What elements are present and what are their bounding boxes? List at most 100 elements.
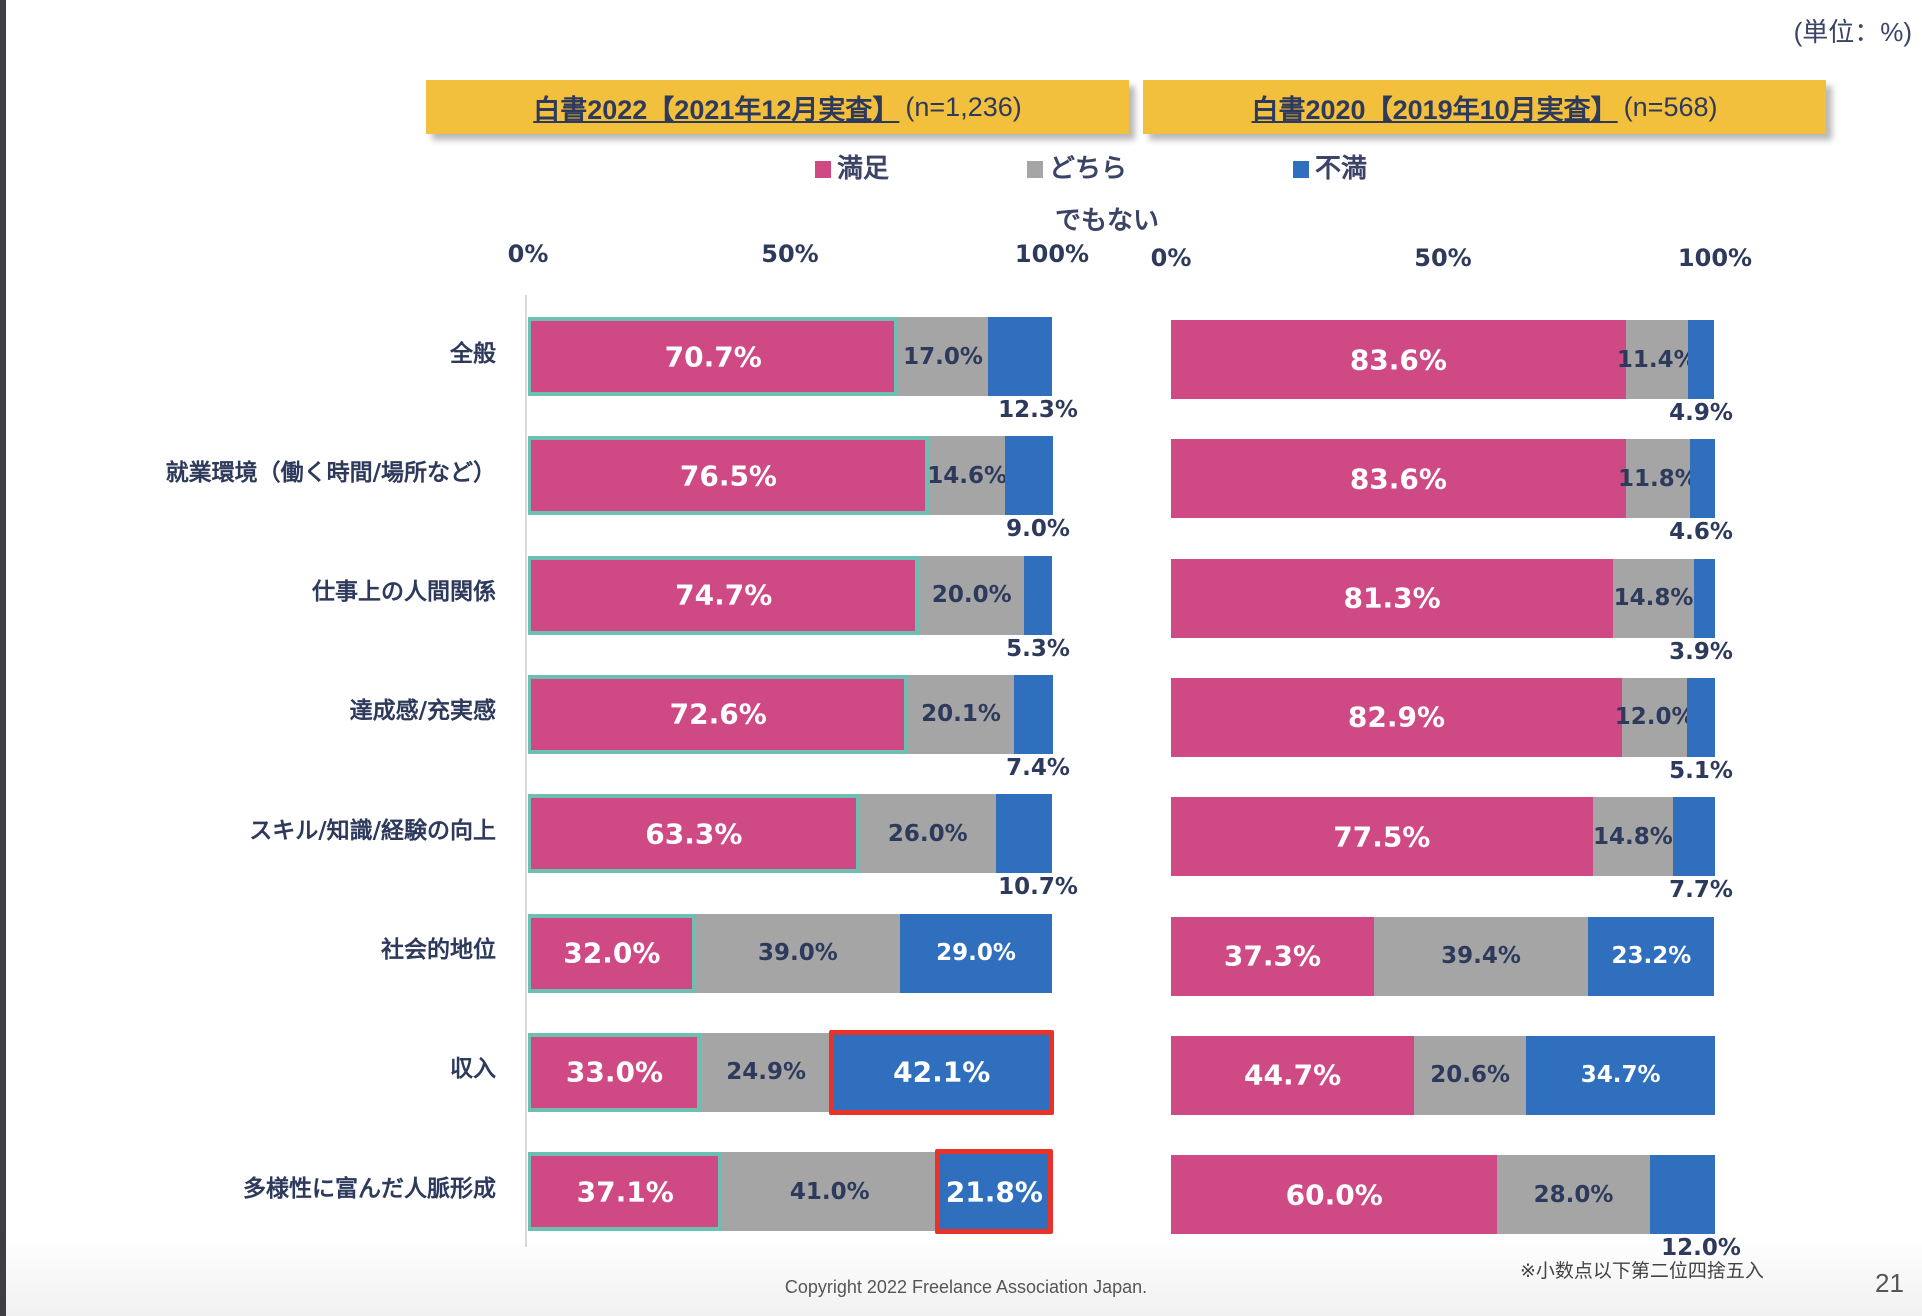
bar-segment-dissatisfied [1013,674,1053,754]
data-label: 12.0% [1614,704,1695,731]
bar-segment-dissatisfied [1673,797,1715,877]
data-label: 11.4% [1616,346,1697,373]
bar-segment-neutral [1373,916,1589,996]
bar-segment-satisfied [1171,677,1622,757]
legend-swatch-icon [1293,161,1309,178]
data-label: 7.7% [1669,877,1733,904]
legend-item-dissatisfied: 不満 [1293,148,1367,185]
copyright: Copyright 2022 Freelance Association Jap… [784,1277,1148,1297]
data-label: 76.5% [679,459,777,493]
bar-segment-dissatisfied [1649,1155,1715,1235]
bar-segment-dissatisfied [1024,555,1052,635]
bar-segment-satisfied [528,555,920,635]
panel-sample-size: (n=1,236) [905,91,1022,122]
category-label: 就業環境（働く時間/場所など） [165,459,496,486]
data-label: 17.0% [903,343,983,370]
bar-segment-dissatisfied [1005,436,1053,516]
data-label: 3.9% [1669,638,1733,665]
data-label: 11.8% [1617,465,1698,492]
legend-swatch-icon [1027,161,1043,178]
legend-item-satisfied: 満足 [815,148,889,185]
bar-segment-satisfied [528,317,899,396]
bar-segment-satisfied [528,913,696,993]
bar-segment-satisfied [1171,558,1614,638]
data-label: 12.3% [998,397,1078,423]
data-label: 33.0% [565,1055,664,1089]
panel-header-2022: 白書2022【2021年12月実査】 (n=1,236) [426,80,1129,134]
bar-segment-neutral [928,436,1006,516]
x-axis-tick: 50% [761,240,819,268]
panel-title: 白書2022【2021年12月実査】 [533,94,900,125]
category-label: 達成感/充実感 [349,698,496,725]
bar-segment-dissatisfied [935,1149,1054,1235]
data-label: 14.6% [927,462,1008,489]
data-label: 70.7% [664,340,762,373]
page-number: 21 [1875,1268,1904,1298]
data-label: 20.1% [921,701,1001,728]
footer-band [6,1236,1922,1316]
category-label: 収入 [450,1056,496,1083]
bar-segment-dissatisfied [1526,1035,1715,1115]
data-label: 21.8% [945,1175,1043,1209]
data-label: 44.7% [1244,1058,1342,1092]
legend-item-neutral: どちら [1027,148,1127,185]
bar-segment-neutral [1414,1035,1527,1115]
x-axis-tick: 100% [1677,244,1753,272]
bar-segment-satisfied [1171,797,1593,877]
bar-segment-neutral [898,317,988,396]
data-label: 14.8% [1613,585,1694,612]
bar-segment-neutral [1625,320,1688,399]
panel-title: 白書2020【2019年10月実査】 [1251,94,1618,125]
bar-segment-dissatisfied [1687,320,1715,399]
bar-segment-satisfied [528,674,909,754]
bar-segment-satisfied [1171,439,1626,519]
x-axis-tick: 50% [1414,244,1472,272]
bar-segment-dissatisfied [1687,677,1715,757]
data-label: 5.1% [1669,757,1733,784]
data-label: 14.8% [1592,823,1673,850]
bar-segment-neutral [859,794,996,874]
bar-segment-satisfied [528,436,929,516]
data-label: 28.0% [1533,1181,1614,1208]
bar-segment-satisfied [1171,916,1374,996]
x-axis-tick: 100% [1014,240,1090,268]
category-label: 多様性に富んだ人脈形成 [243,1175,496,1202]
data-label: 23.2% [1611,943,1692,969]
panel-sample-size: (n=568) [1623,91,1718,122]
data-label: 81.3% [1343,581,1441,615]
bar-segment-neutral [1592,797,1674,877]
bar-segment-satisfied [1171,1035,1415,1115]
bar-segment-dissatisfied [995,794,1052,874]
legend-label: どちら [1049,154,1128,184]
bar-segment-neutral [1625,439,1690,519]
data-label: 83.6% [1349,462,1447,496]
data-label: 24.9% [726,1059,807,1086]
x-axis-tick: 0% [1150,244,1192,272]
data-label: 34.7% [1580,1062,1661,1089]
bar-segment-neutral [1621,677,1688,757]
y-axis-line [525,295,527,1247]
bar-segment-satisfied [1171,1155,1498,1235]
bar-segment-neutral [722,1152,938,1232]
data-label: 4.6% [1669,519,1733,546]
data-label: 72.6% [669,697,767,731]
panel-header-2020: 白書2020【2019年10月実査】 (n=568) [1143,80,1826,134]
data-label: 37.3% [1223,939,1322,973]
bar-segment-neutral [908,674,1014,754]
data-label: 60.0% [1285,1178,1383,1212]
bar-segment-neutral [700,1032,832,1112]
x-axis-tick: 0% [507,240,549,268]
unit-label: (単位：%) [1793,17,1912,47]
data-label: 10.7% [998,874,1078,901]
data-label: 37.1% [576,1175,674,1209]
bar-segment-satisfied [528,1152,723,1232]
data-label: 83.6% [1349,343,1447,376]
bar-segment-neutral [695,913,901,993]
category-label: 社会的地位 [381,937,496,963]
data-label: 82.9% [1347,700,1446,734]
data-label: 77.5% [1333,820,1431,854]
bar-segment-dissatisfied [900,913,1052,993]
data-label: 9.0% [1006,516,1070,543]
data-label: 26.0% [887,820,968,847]
legend-label-continued: でもない [1055,206,1160,236]
